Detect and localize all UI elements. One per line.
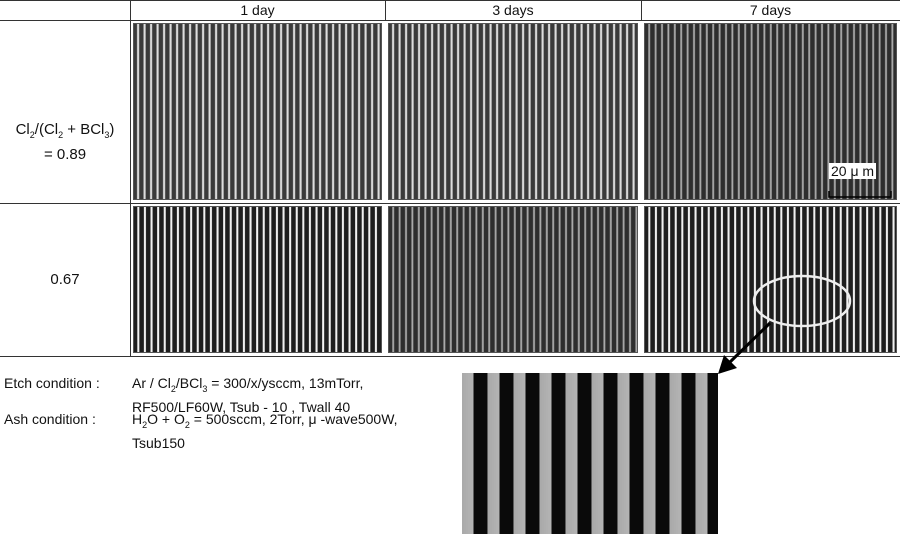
condition-line: Tsub150 bbox=[4, 434, 398, 452]
condition-line: Etch condition :Ar / Cl2/BCl3 = 300/x/ys… bbox=[4, 374, 363, 398]
zoomed-micrograph bbox=[462, 373, 718, 534]
figure: 1 day 3 days 7 days Cl2/(Cl2 + BCl3)= 0.… bbox=[0, 0, 900, 534]
arrow bbox=[728, 323, 770, 364]
text: = 500sccm, 2Torr, μ -wave500W, bbox=[190, 411, 398, 427]
condition-line: Ash condition :H2O + O2 = 500sccm, 2Torr… bbox=[4, 410, 398, 434]
scale-bar bbox=[829, 191, 891, 197]
text: H bbox=[132, 411, 142, 427]
ash-condition: Ash condition :H2O + O2 = 500sccm, 2Torr… bbox=[4, 410, 398, 452]
text: Tsub150 bbox=[132, 435, 185, 451]
overlay bbox=[0, 0, 900, 534]
condition-heading: Etch condition : bbox=[4, 374, 132, 392]
text: Ar / Cl bbox=[132, 375, 171, 391]
condition-heading: Ash condition : bbox=[4, 410, 132, 428]
text: = 300/x/ysccm, 13mTorr, bbox=[207, 375, 363, 391]
text: /BCl bbox=[176, 375, 202, 391]
highlight-ellipse bbox=[754, 276, 850, 326]
text: O + O bbox=[147, 411, 185, 427]
